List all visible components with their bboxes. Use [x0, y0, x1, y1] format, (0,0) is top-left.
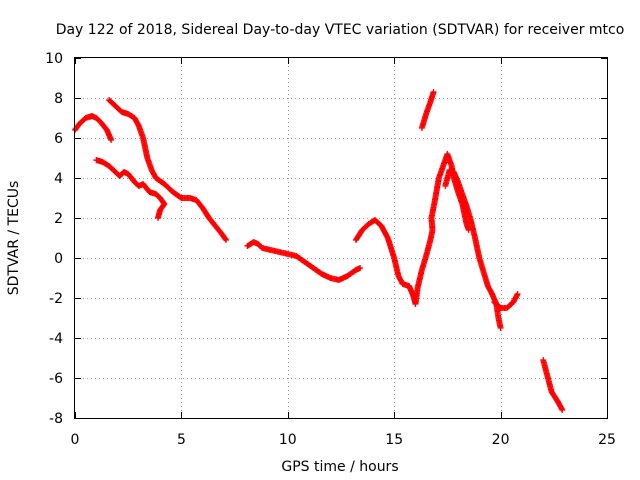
- data-point: [514, 291, 521, 297]
- data-point: [497, 325, 504, 331]
- series-arc-2: [93, 157, 168, 221]
- y-tick-label: 6: [54, 131, 63, 147]
- chart-title: Day 122 of 2018, Sidereal Day-to-day VTE…: [56, 22, 625, 38]
- series-arc-3: [106, 97, 230, 243]
- x-tick-label: 15: [385, 432, 403, 448]
- x-tick-label: 20: [492, 432, 510, 448]
- data-point: [154, 215, 161, 221]
- x-tick-label: 5: [177, 432, 186, 448]
- series-arc-5: [352, 151, 472, 307]
- y-tick-label: -8: [49, 411, 63, 427]
- data-point: [357, 265, 364, 271]
- y-tick-label: 4: [54, 171, 63, 187]
- grid-lines: [75, 58, 607, 418]
- plot-frame: [74, 57, 608, 419]
- y-tick-label: 8: [54, 91, 63, 107]
- x-tick-label: 0: [71, 432, 80, 448]
- series-arc-8: [418, 89, 437, 131]
- data-point: [558, 405, 565, 412]
- data-point: [223, 237, 230, 243]
- data-point: [514, 292, 521, 299]
- series-arc-4: [244, 239, 364, 283]
- series-arc-9: [540, 357, 566, 413]
- series-arc-6: [442, 167, 504, 331]
- y-tick-label: 0: [54, 251, 63, 267]
- data-point: [559, 407, 566, 413]
- x-axis-label: GPS time / hours: [281, 459, 398, 475]
- y-tick-label: -6: [49, 371, 63, 387]
- data-point: [222, 236, 229, 242]
- x-tick-label: 25: [598, 432, 616, 448]
- data-points: [72, 89, 566, 413]
- y-axis-label: SDTVAR / TECUs: [6, 181, 22, 296]
- y-tick-label: 2: [54, 211, 63, 227]
- data-point: [430, 89, 437, 95]
- y-tick-label: -4: [49, 331, 63, 347]
- y-tick-label: 10: [45, 51, 63, 67]
- y-tick-label: -2: [49, 291, 63, 307]
- data-point: [108, 137, 115, 143]
- x-tick-label: 10: [279, 432, 297, 448]
- series-arc-7: [491, 291, 521, 311]
